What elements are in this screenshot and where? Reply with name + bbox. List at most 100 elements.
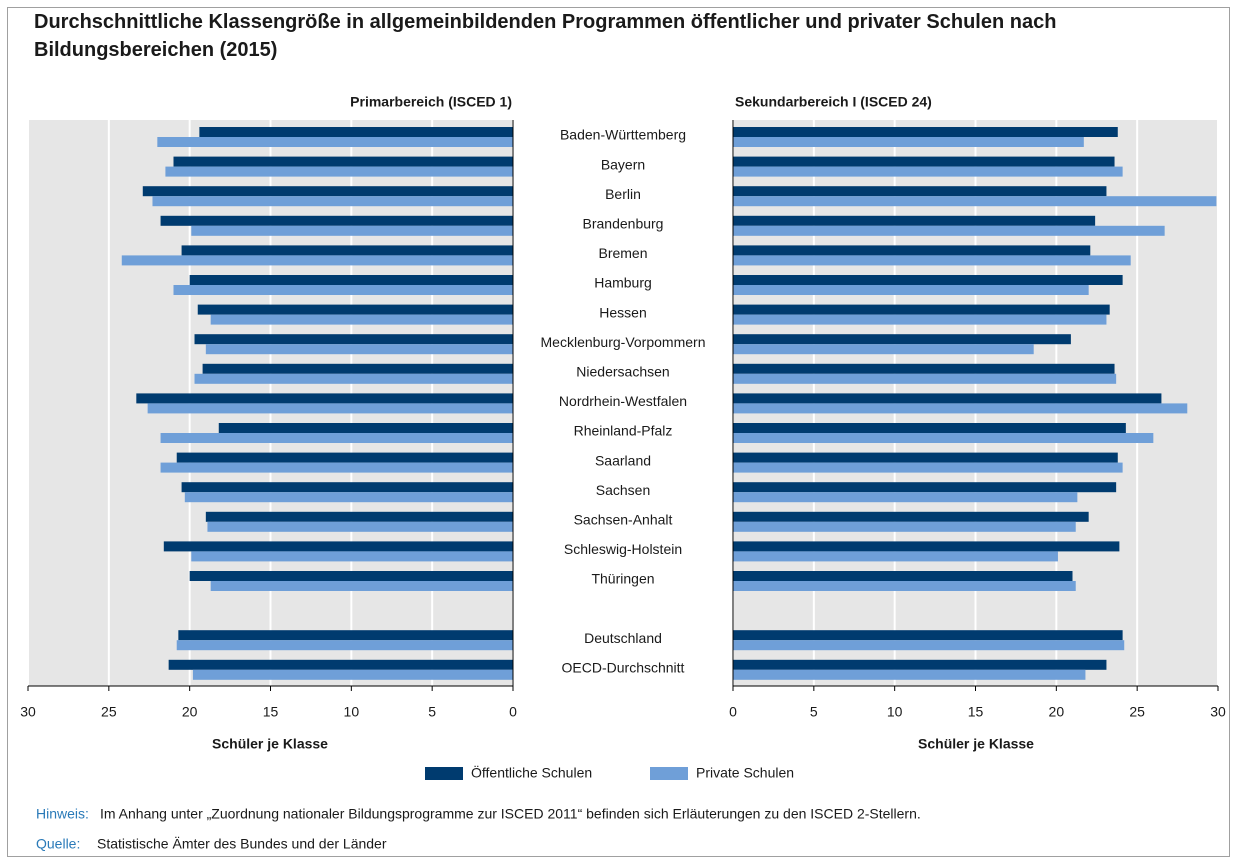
category-label: Bayern: [601, 156, 645, 172]
category-label: Baden-Württemberg: [560, 127, 686, 143]
bar: [733, 285, 1089, 295]
bar: [163, 541, 514, 552]
bar: [136, 393, 514, 404]
bar: [733, 452, 1118, 463]
x-tick-label: 0: [729, 704, 737, 720]
category-label: Nordrhein-Westfalen: [559, 393, 687, 409]
category-label: Niedersachsen: [576, 364, 669, 380]
category-label: Schleswig-Holstein: [564, 541, 682, 557]
bar: [733, 581, 1076, 591]
category-label: Thüringen: [591, 571, 654, 587]
x-axis-label: Schüler je Klasse: [212, 736, 328, 752]
bar: [733, 373, 1117, 384]
note-text: Statistische Ämter des Bundes und der Lä…: [97, 836, 387, 852]
bar: [733, 571, 1073, 581]
bar: [733, 186, 1107, 197]
bar: [733, 215, 1096, 226]
bar: [165, 166, 513, 177]
bar: [733, 669, 1086, 680]
bar: [733, 127, 1118, 137]
bar: [152, 196, 513, 207]
bar: [733, 521, 1076, 532]
bar: [160, 433, 514, 443]
bar: [205, 511, 514, 522]
bar: [160, 215, 514, 226]
note-label: Quelle:: [36, 836, 80, 852]
note-text: Im Anhang unter „Zuordnung nationaler Bi…: [100, 806, 921, 822]
legend-swatch: [650, 767, 688, 780]
x-tick-label: 30: [1210, 704, 1226, 720]
bar: [176, 452, 513, 463]
bar: [210, 581, 513, 591]
x-tick-label: 25: [1129, 704, 1145, 720]
bar: [733, 304, 1110, 315]
bar: [173, 156, 513, 167]
bar: [199, 127, 513, 137]
bar: [178, 630, 513, 641]
x-tick-label: 15: [968, 704, 984, 720]
bar: [142, 186, 514, 197]
chart-title: Durchschnittliche Klassengröße in allgem…: [34, 11, 1057, 61]
bar: [733, 156, 1115, 167]
category-label: Hamburg: [594, 275, 652, 291]
bar: [202, 363, 513, 374]
x-tick-label: 5: [428, 704, 436, 720]
legend-label: Private Schulen: [696, 765, 794, 781]
bar: [210, 314, 513, 325]
bar: [191, 551, 514, 562]
bar: [733, 166, 1123, 177]
bar: [176, 640, 513, 651]
bar: [181, 482, 514, 493]
category-label: Hessen: [599, 304, 646, 320]
x-tick-label: 30: [20, 704, 36, 720]
category-label: Sachsen: [596, 482, 650, 498]
x-tick-label: 15: [263, 704, 279, 720]
bar: [218, 423, 513, 433]
bar: [733, 541, 1120, 552]
category-label: Rheinland-Pfalz: [574, 423, 673, 439]
bar: [733, 462, 1123, 473]
bar: [168, 659, 513, 670]
bar: [191, 225, 514, 236]
bar: [733, 492, 1078, 503]
bar: [733, 334, 1071, 345]
frame: [7, 7, 1230, 857]
bar: [733, 363, 1115, 374]
bar: [733, 482, 1117, 493]
bar: [733, 659, 1107, 670]
bar: [733, 423, 1126, 433]
bar: [189, 571, 513, 581]
bar: [733, 630, 1123, 641]
x-tick-label: 20: [1049, 704, 1065, 720]
legend-label: Öffentliche Schulen: [471, 764, 592, 781]
bar: [733, 314, 1107, 325]
bar: [733, 275, 1123, 285]
category-label: Berlin: [605, 186, 641, 202]
x-tick-label: 25: [101, 704, 117, 720]
category-label: Bremen: [598, 245, 647, 261]
bar: [194, 334, 513, 345]
note-label: Hinweis:: [36, 806, 89, 822]
bar: [194, 373, 513, 384]
bar: [733, 344, 1034, 355]
bar: [207, 521, 513, 532]
category-label: Deutschland: [584, 630, 662, 646]
bar: [733, 403, 1188, 414]
panel-title: Primarbereich (ISCED 1): [350, 94, 512, 110]
panel-title: Sekundarbereich I (ISCED 24): [735, 94, 932, 110]
category-label: Sachsen-Anhalt: [574, 512, 673, 528]
bar: [205, 344, 514, 355]
bar: [173, 285, 513, 295]
bar: [733, 433, 1154, 443]
bar: [733, 393, 1162, 404]
bar: [733, 196, 1217, 207]
category-label: Mecklenburg-Vorpommern: [541, 334, 706, 350]
legend-swatch: [425, 767, 463, 780]
bar: [192, 669, 513, 680]
x-tick-label: 10: [344, 704, 360, 720]
x-tick-label: 10: [887, 704, 903, 720]
bar: [189, 275, 513, 285]
category-label: Brandenburg: [583, 216, 664, 232]
